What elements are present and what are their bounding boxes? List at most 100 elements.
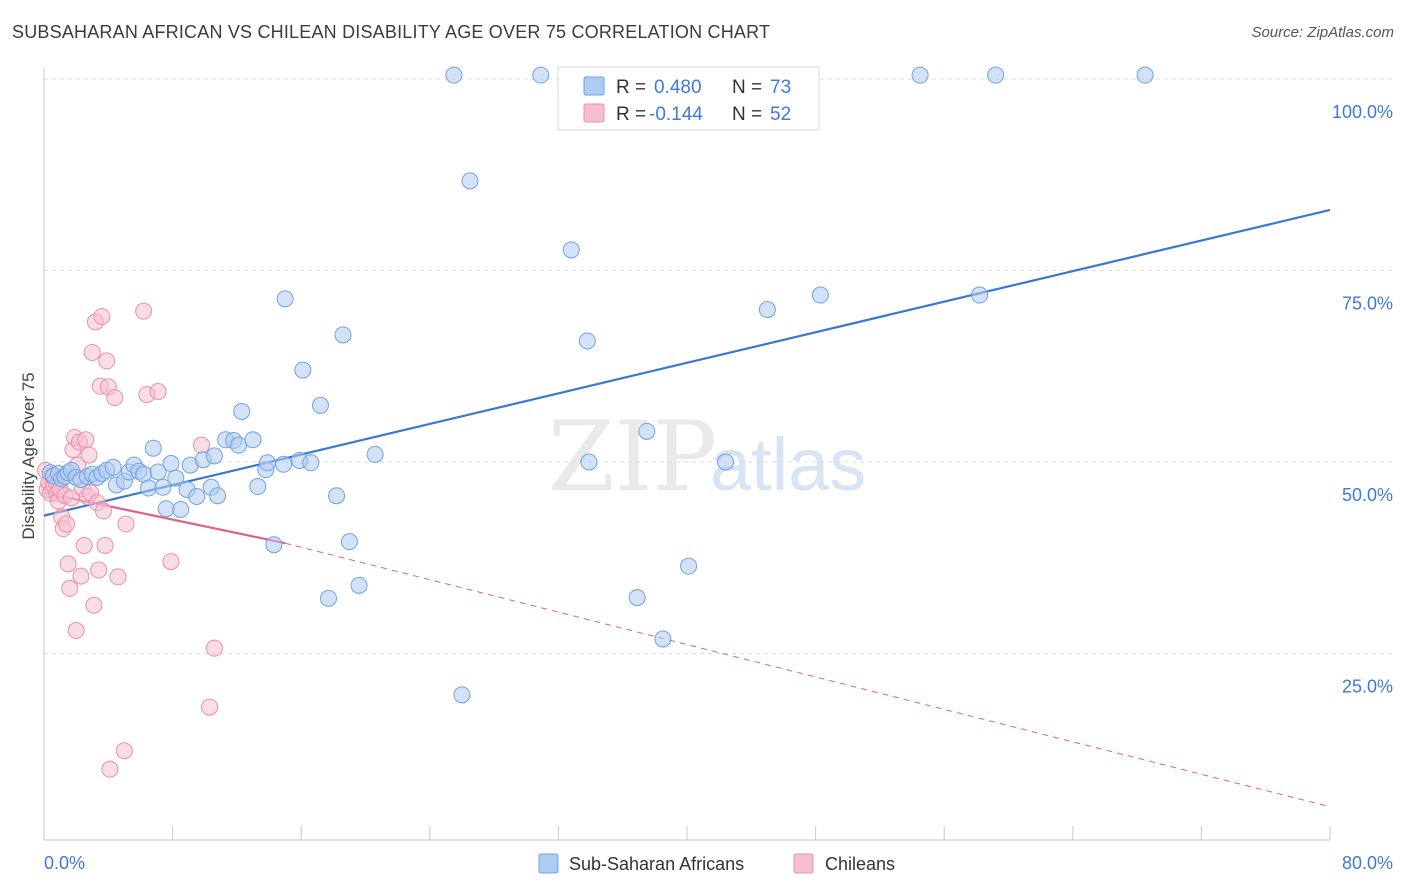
sub-saharan-point [562,241,580,259]
chileans-point [135,302,153,320]
chileans-point [59,555,77,573]
legend-r-value-pink: -0.144 [649,104,703,125]
y-tick-label-50: 50.0% [1342,485,1393,505]
legend-r-label-pink: R = [616,104,646,125]
chileans-point [101,760,119,778]
bottom-legend-label-pink: Chileans [825,854,895,874]
chileans-point [75,536,93,554]
chileans-point [106,389,124,407]
chileans-point [193,436,211,454]
sub-saharan-point [987,66,1005,84]
gridlines [44,78,1393,654]
legend-r-label-blue: R = [616,77,646,98]
sub-saharan-point [144,439,162,457]
sub-saharan-point [680,557,698,575]
chileans-point [94,502,112,520]
chart-title: SUBSAHARAN AFRICAN VS CHILEAN DISABILITY… [12,22,771,42]
sub-saharan-point [294,361,312,379]
chileans-point [109,568,127,586]
sub-saharan-point [275,455,293,473]
sub-saharan-point [340,533,358,551]
legend-n-label-pink: N = [732,104,762,125]
sub-saharan-point [445,66,463,84]
sub-saharan-points [41,66,1154,704]
sub-saharan-point [302,454,320,472]
sub-saharan-point [311,396,329,414]
trend-line-sub-saharan [43,208,1331,517]
chileans-point [117,515,135,533]
trend-line-chileans-extrapolated [285,542,1331,808]
chileans-point [77,431,95,449]
sub-saharan-point [320,589,338,607]
sub-saharan-point [911,66,929,84]
legend-n-value-blue: 73 [770,77,791,98]
sub-saharan-point [244,431,262,449]
watermark-atlas: atlas [710,423,866,506]
chileans-point [58,515,76,533]
chileans-point [72,567,90,585]
y-tick-label-75: 75.0% [1342,294,1393,314]
y-tick-label-25: 25.0% [1342,677,1393,697]
chileans-point [80,446,98,464]
sub-saharan-point [249,478,267,496]
sub-saharan-point [258,454,276,472]
sub-saharan-point [453,686,471,704]
sub-saharan-point [628,589,646,607]
sub-saharan-point [328,487,346,505]
sub-saharan-point [758,301,776,319]
y-axis-label: Disability Age Over 75 [19,372,38,539]
sub-saharan-point [139,479,157,497]
sub-saharan-point [157,500,175,518]
sub-saharan-point [580,453,598,471]
sub-saharan-point [532,66,550,84]
sub-saharan-point [209,487,227,505]
watermark-zip: ZIP [548,401,717,513]
chileans-point [83,343,101,361]
legend-n-value-pink: 52 [770,104,791,125]
sub-saharan-point [276,290,294,308]
chileans-point [85,596,103,614]
chileans-point [149,383,167,401]
sub-saharan-point [366,445,384,463]
sub-saharan-point [265,536,283,554]
sub-saharan-point [334,326,352,344]
sub-saharan-point [104,458,122,476]
bottom-legend: Sub-Saharan Africans Chileans [538,853,895,874]
sub-saharan-point [638,422,656,440]
chileans-point [201,698,219,716]
chileans-point [93,307,111,325]
chileans-point [96,536,114,554]
sub-saharan-point [188,487,206,505]
y-tick-label-100: 100.0% [1332,102,1393,122]
sub-saharan-point [172,500,190,518]
legend-n-label-blue: N = [732,77,762,98]
chileans-point [162,553,180,571]
sub-saharan-point [230,436,248,454]
legend-r-value-blue: 0.480 [654,77,702,98]
sub-saharan-point [205,447,223,465]
sub-saharan-point [149,463,167,481]
chileans-point [61,579,79,597]
sub-saharan-point [811,286,829,304]
chileans-points [37,302,223,778]
y-tick-labels: 25.0% 50.0% 75.0% 100.0% [1332,102,1393,697]
legend-swatch-pink [583,103,605,123]
sub-saharan-point [350,576,368,594]
sub-saharan-point [233,402,251,420]
chileans-point [205,639,223,657]
x-tick-label-min: 0.0% [44,853,85,873]
chileans-point [67,622,85,640]
bottom-legend-swatch-pink [793,853,814,874]
source-label: Source: ZipAtlas.com [1251,24,1394,41]
sub-saharan-point [971,286,989,304]
bottom-legend-label-blue: Sub-Saharan Africans [569,854,744,874]
sub-saharan-point [167,469,185,487]
x-tick-label-max: 80.0% [1342,853,1393,873]
legend: R = 0.480 N = 73 R = -0.144 N = 52 [557,66,820,131]
chileans-point [98,352,116,370]
sub-saharan-point [578,332,596,350]
sub-saharan-point [1136,66,1154,84]
chileans-point [115,742,133,760]
bottom-legend-swatch-blue [538,853,559,874]
